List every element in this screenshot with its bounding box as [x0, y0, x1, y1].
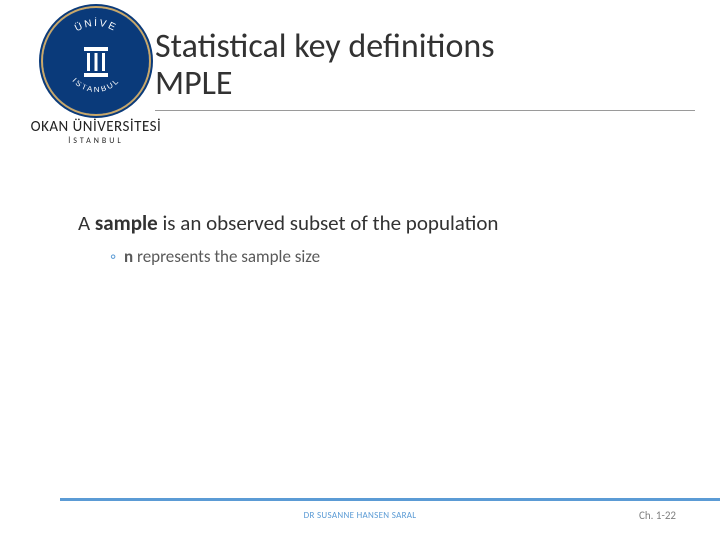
- definition-paragraph: A sample is an observed subset of the po…: [78, 210, 660, 236]
- title-line-2: MPLE: [155, 63, 694, 104]
- pillar-icon: [76, 41, 116, 81]
- footer-author: DR SUSANNE HANSEN SARAL: [304, 510, 417, 521]
- logo-name: OKAN ÜNİVERSİTESİ: [31, 120, 162, 135]
- university-logo: ÜNİVE İSTANBUL OKAN ÜNİVERSİTESİ İSTANBU…: [6, 8, 186, 153]
- bullet-text: n represents the sample size: [124, 246, 320, 267]
- logo-city: İSTANBUL: [31, 137, 162, 145]
- title-divider: [155, 110, 695, 111]
- footer-page-number: Ch. 1-22: [639, 509, 676, 522]
- title-line-1: Statistical key definitions: [155, 26, 694, 67]
- bullet-rest: represents the sample size: [133, 246, 320, 267]
- footer-divider: [60, 498, 720, 501]
- para-suffix: is an observed subset of the population: [158, 210, 499, 236]
- seal-center: [70, 35, 122, 87]
- slide-title: Statistical key definitions MPLE: [155, 26, 694, 111]
- svg-text:ÜNİVE: ÜNİVE: [73, 16, 119, 34]
- bullet-symbol: n: [124, 246, 133, 267]
- slide-footer: DR SUSANNE HANSEN SARAL Ch. 1-22: [0, 504, 720, 526]
- para-prefix: A: [78, 210, 95, 236]
- bullet-marker-icon: ◦: [110, 246, 116, 267]
- slide-body: A sample is an observed subset of the po…: [78, 210, 660, 267]
- logo-seal: ÜNİVE İSTANBUL: [43, 8, 149, 114]
- logo-text: OKAN ÜNİVERSİTESİ İSTANBUL: [31, 120, 162, 145]
- para-term: sample: [95, 210, 158, 236]
- bullet-item: ◦ n represents the sample size: [110, 246, 660, 267]
